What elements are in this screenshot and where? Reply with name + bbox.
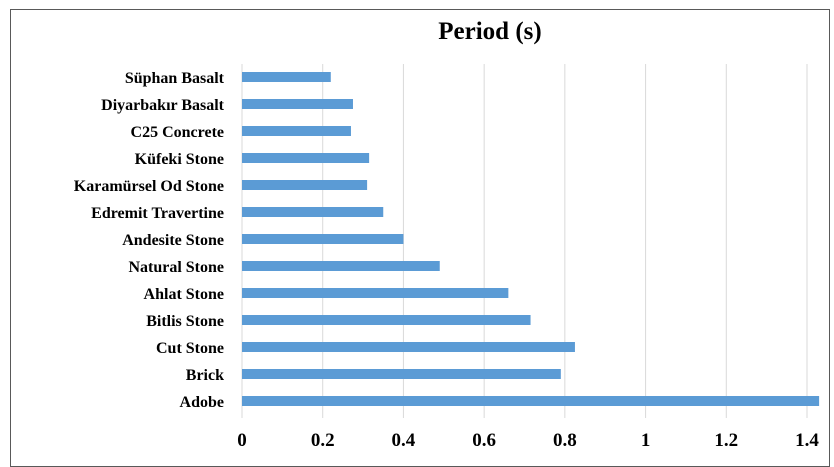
bar — [242, 126, 351, 136]
bar — [242, 288, 509, 298]
x-tick-label: 0.2 — [311, 430, 335, 451]
category-label: Adobe — [180, 394, 224, 411]
category-label: Bitlis Stone — [146, 313, 224, 330]
chart-title: Period (s) — [438, 18, 542, 45]
x-tick-label: 1.4 — [795, 430, 819, 451]
x-tick-label: 0 — [237, 430, 247, 451]
bar — [242, 315, 531, 325]
category-label: Cut Stone — [156, 340, 224, 357]
bar — [242, 234, 404, 244]
category-label: Andesite Stone — [122, 232, 224, 249]
category-label: Edremit Travertine — [91, 205, 224, 222]
category-label: Natural Stone — [128, 259, 224, 276]
category-label: Brick — [186, 367, 224, 384]
category-label: Diyarbakır Basalt — [101, 97, 225, 114]
bar — [242, 72, 331, 82]
category-label: C25 Concrete — [131, 124, 224, 141]
bar — [242, 342, 575, 352]
bar — [242, 396, 820, 406]
bar — [242, 207, 384, 217]
chart-frame — [10, 9, 830, 467]
x-tick-label: 0.8 — [553, 430, 577, 451]
bar — [242, 99, 353, 109]
category-label: Süphan Basalt — [125, 70, 225, 87]
bar — [242, 369, 561, 379]
category-label: Ahlat Stone — [144, 286, 224, 303]
category-label: Karamürsel Od Stone — [74, 178, 224, 195]
x-tick-label: 0.4 — [392, 430, 416, 451]
bar — [242, 153, 370, 163]
x-tick-label: 1 — [641, 430, 651, 451]
category-label: Küfeki Stone — [135, 151, 224, 168]
x-tick-label: 0.6 — [472, 430, 496, 451]
x-tick-label: 1.2 — [714, 430, 738, 451]
bar — [242, 261, 440, 271]
bar — [242, 180, 368, 190]
